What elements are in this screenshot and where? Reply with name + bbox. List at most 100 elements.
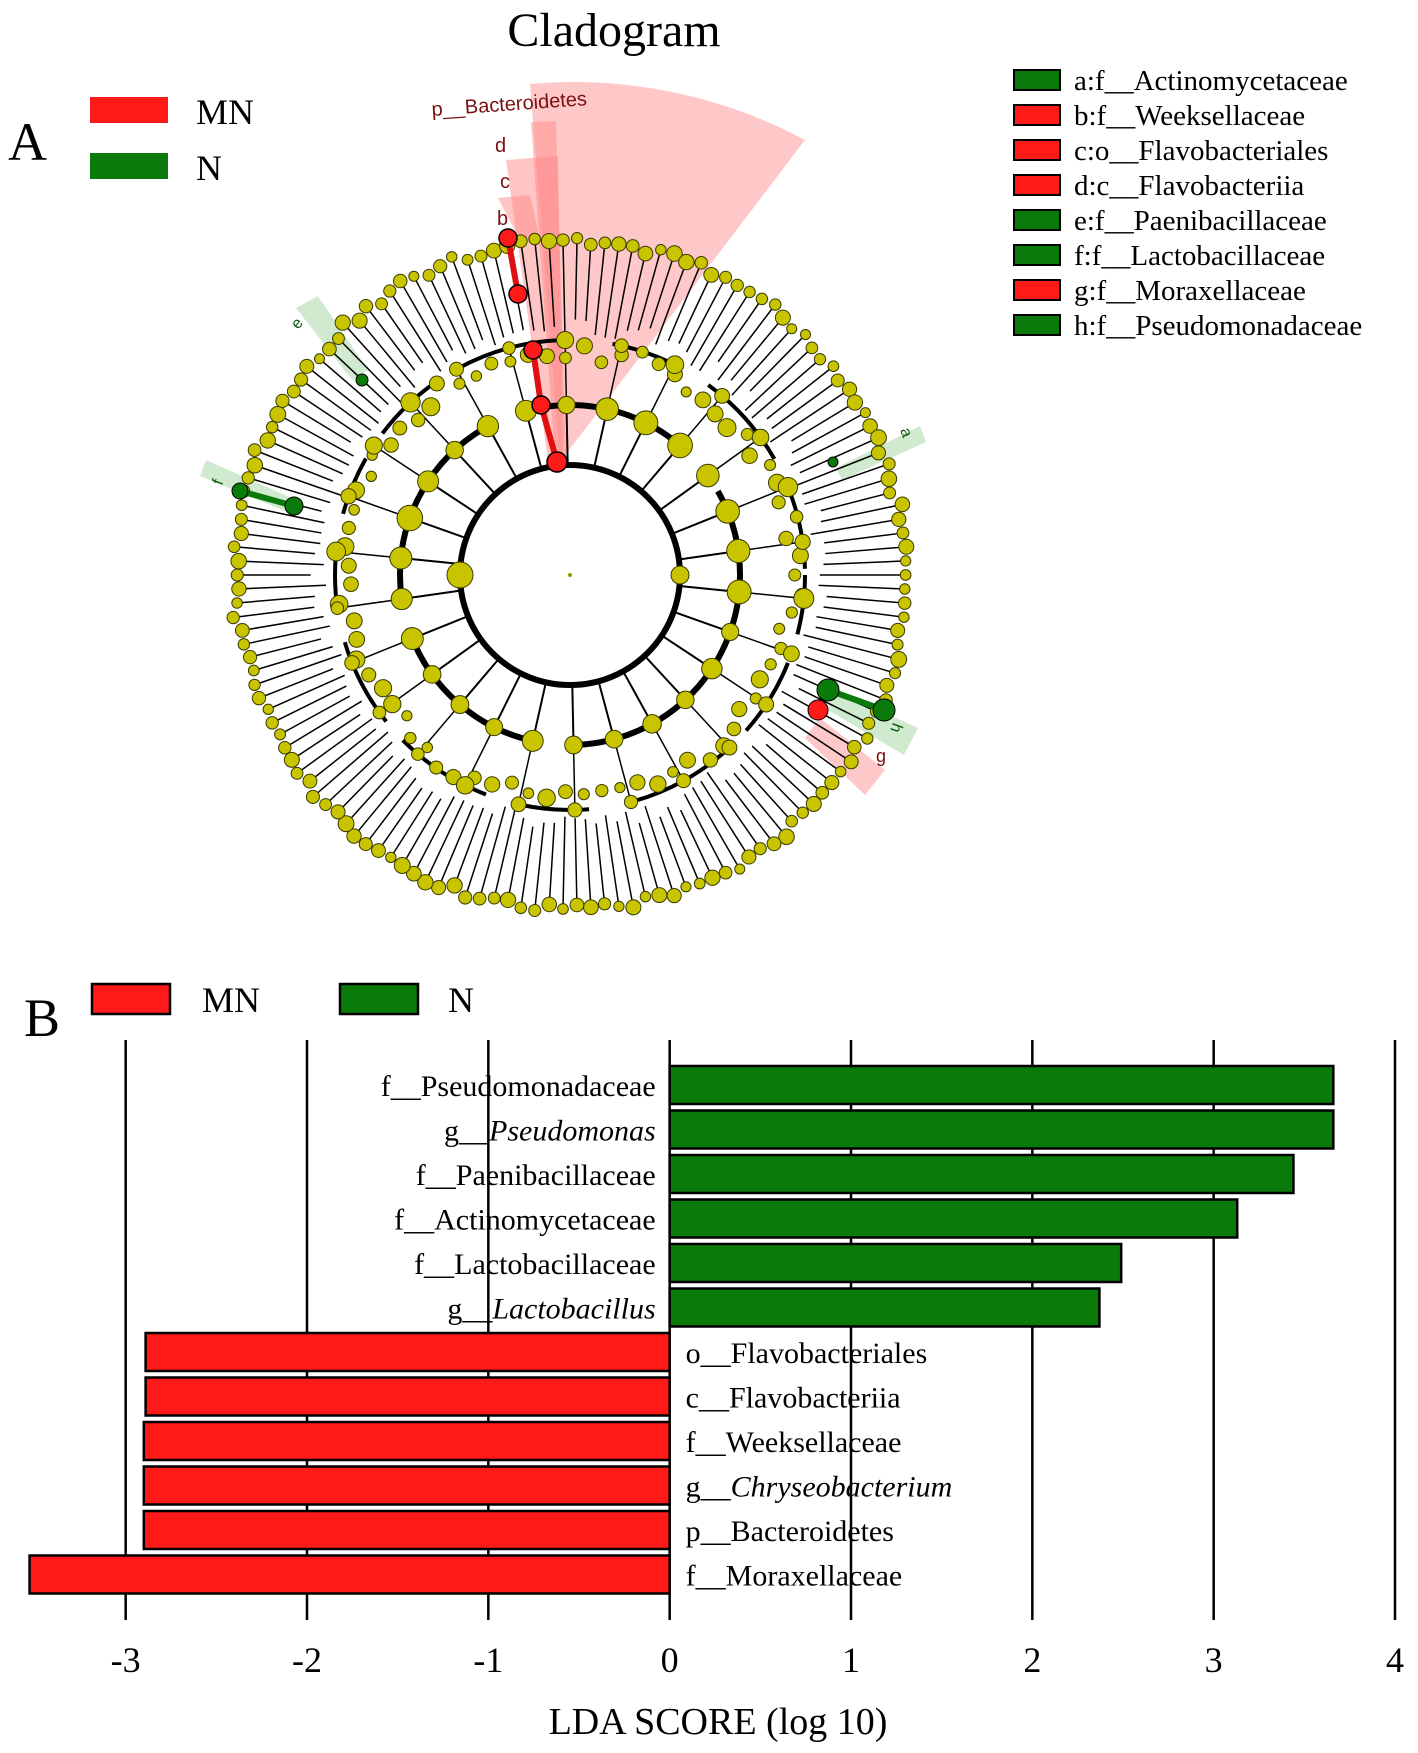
tree-branch	[825, 546, 907, 555]
tree-branch	[493, 672, 522, 728]
tree-leaf-node	[799, 329, 811, 341]
tree-branch	[241, 518, 322, 534]
tree-leaf-node	[461, 253, 474, 266]
tree-inner-node	[361, 667, 377, 683]
tree-leaf-node	[841, 381, 858, 397]
tree-leaf-node	[891, 638, 904, 651]
tree-leaf-node	[703, 266, 720, 283]
tree-branch	[312, 731, 389, 798]
tree-leaf-node	[293, 372, 309, 387]
tree-branch	[478, 806, 507, 899]
tree-branch	[345, 758, 406, 825]
tree-leaf-node	[233, 525, 249, 542]
tree-leaf-node	[834, 765, 847, 778]
tree-family-node	[510, 796, 527, 813]
tree-leaf-node	[231, 581, 247, 597]
tree-leaf-node	[242, 650, 258, 665]
tree-branch	[643, 655, 687, 701]
tree-leaf-node	[678, 253, 695, 271]
tree-branch	[248, 477, 331, 504]
tree-leaf-node	[265, 420, 279, 434]
tree-family-node	[400, 392, 421, 413]
tree-branch	[818, 584, 905, 590]
tree-leaf-node	[262, 703, 274, 716]
tree-leaf-node	[445, 251, 458, 263]
tree-branch	[616, 821, 635, 908]
tree-inner-node	[421, 397, 441, 417]
tree-order-node	[476, 414, 500, 438]
tree-leaf-node	[227, 540, 241, 554]
tree-inner-node	[428, 375, 445, 392]
tree-branch	[428, 274, 467, 354]
tree-leaf-node	[371, 843, 386, 858]
legend-label-n-b: N	[448, 980, 474, 1020]
tree-leaf-node	[888, 667, 902, 680]
tree-leaf-node	[247, 443, 262, 457]
tree-order-node	[676, 690, 695, 710]
tree-branch	[254, 449, 334, 482]
tree-branch	[507, 817, 525, 901]
tree-branch	[826, 595, 905, 604]
tree-inner-node	[614, 782, 626, 794]
tree-branch	[293, 390, 363, 438]
node-chryseobacterium	[498, 228, 518, 248]
tree-branch	[717, 298, 763, 363]
tree-inner-node	[383, 694, 402, 714]
tree-leaf-node	[870, 445, 886, 461]
legend-swatch-n-b	[338, 982, 420, 1016]
tree-leaf-node	[890, 622, 906, 638]
tree-branch	[533, 238, 546, 332]
node-lactobacillus	[231, 482, 249, 500]
tree-leaf-node	[417, 874, 434, 891]
tree-inner-node	[726, 721, 742, 737]
tree-order-node	[696, 463, 720, 488]
tree-inner-node	[741, 447, 758, 464]
tree-branch	[797, 452, 879, 486]
tree-leaf-node	[302, 773, 318, 789]
tree-order-node	[485, 718, 504, 737]
tree-branch	[258, 668, 334, 699]
tree-inner-node	[629, 774, 646, 791]
tree-leaf-node	[226, 610, 240, 625]
node-moraxellaceae	[807, 699, 829, 721]
tree-leaf-node	[408, 270, 420, 282]
tree-branch	[595, 823, 606, 904]
x-tick-label: -1	[473, 1640, 503, 1680]
node-weeksellaceae	[508, 284, 528, 304]
tree-family-node	[623, 794, 639, 810]
tree-branch	[572, 744, 576, 810]
tree-branch	[717, 304, 776, 381]
tree-inner-node	[694, 391, 712, 409]
tree-leaf-node	[583, 237, 598, 252]
tree-leaf-node	[666, 245, 683, 262]
tree-inner-node	[522, 787, 535, 800]
tree-leaf-node	[332, 332, 345, 346]
tree-family-node	[721, 739, 738, 756]
tree-leaf-node	[230, 552, 247, 570]
tree-branch	[337, 755, 394, 813]
tree-order-node	[715, 499, 740, 524]
tree-order-node	[642, 714, 662, 734]
tree-leaf-node	[786, 323, 798, 335]
tree-inner-node	[343, 576, 359, 593]
tree-inner-node	[504, 355, 517, 368]
tree-inner-node	[679, 751, 696, 769]
tree-order-node	[721, 622, 740, 642]
tree-leaf-node	[290, 766, 304, 780]
tree-leaf-node	[898, 538, 915, 555]
tree-leaf-node	[405, 865, 422, 882]
tree-order-node	[450, 695, 470, 714]
tree-leaf-node	[274, 728, 287, 741]
tree-family-node	[364, 436, 383, 455]
panel-b: B MN N f__Pseudomonadaceae g__Pseudomonas…	[24, 980, 1404, 1743]
tree-branch	[325, 741, 393, 806]
tree-branch	[306, 365, 380, 424]
tree-inner-node	[577, 788, 590, 801]
clade-legend-swatch	[1013, 314, 1061, 336]
tree-leaf-node	[862, 716, 876, 730]
tree-inner-node	[764, 458, 777, 472]
tree-branch	[243, 625, 330, 646]
tree-branch	[574, 238, 578, 320]
tree-branch	[771, 379, 839, 429]
tree-inner-node	[373, 679, 393, 698]
